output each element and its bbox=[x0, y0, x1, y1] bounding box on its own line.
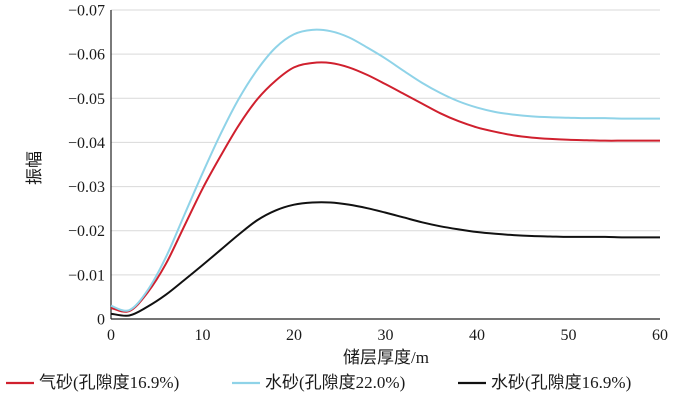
grid bbox=[111, 9, 660, 276]
x-tick-label: 60 bbox=[652, 327, 668, 344]
y-tick-label: −0.02 bbox=[68, 223, 105, 240]
series-line-0 bbox=[110, 61, 660, 313]
x-tick-label: 40 bbox=[469, 327, 485, 344]
x-tick-label: 0 bbox=[107, 327, 115, 344]
y-tick-label: −0.06 bbox=[68, 47, 105, 64]
x-tick-label: 30 bbox=[378, 327, 394, 344]
y-tick-label: −0.07 bbox=[68, 3, 105, 20]
series-lines bbox=[110, 28, 660, 317]
x-tick-label: 10 bbox=[195, 327, 211, 344]
series-line-1 bbox=[110, 28, 660, 312]
axes bbox=[110, 10, 660, 320]
y-tick-label: −0.05 bbox=[68, 91, 105, 108]
x-tick-label: 20 bbox=[286, 327, 302, 344]
y-tick-label: −0.04 bbox=[68, 135, 105, 152]
series-line-2 bbox=[110, 201, 660, 317]
legend-label-0: 气砂(孔隙度16.9%) bbox=[39, 373, 179, 392]
legend: 气砂(孔隙度16.9%) 水砂(孔隙度22.0%) 水砂(孔隙度16.9%) bbox=[6, 373, 631, 392]
y-tick-label: 0 bbox=[97, 312, 105, 329]
x-tick-label: 50 bbox=[561, 327, 577, 344]
y-tick-label: −0.01 bbox=[68, 267, 105, 284]
tick-labels: 0 −0.01 −0.02 −0.03 −0.04 −0.05 −0.06 −0.07 0 10 2… bbox=[68, 3, 668, 345]
y-tick-label: −0.03 bbox=[68, 179, 105, 196]
legend-label-1: 水砂(孔隙度22.0%) bbox=[265, 373, 405, 392]
legend-label-2: 水砂(孔隙度16.9%) bbox=[491, 373, 631, 392]
y-axis-title: 振幅 bbox=[25, 151, 44, 185]
x-axis-title: 储层厚度/m bbox=[343, 348, 429, 367]
